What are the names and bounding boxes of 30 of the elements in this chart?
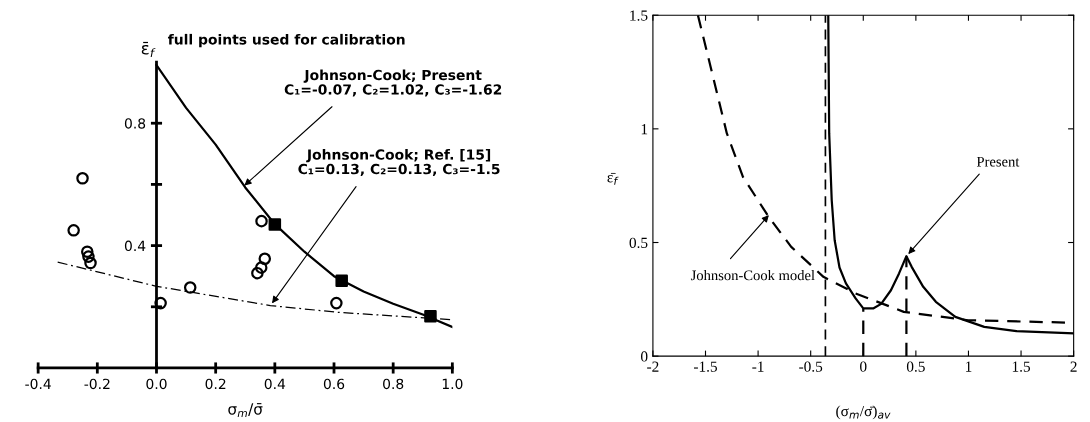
x-tick-label: -1 [752,361,764,372]
x-tick-label: -1.5 [693,361,717,372]
y-tick-label: 1.5 [630,10,648,21]
x-tick-label: 2 [1070,361,1077,372]
text: full points used for calibration [167,33,405,48]
x-tick-label: -0.2 [84,378,110,390]
x-tick-label: 0.5 [906,361,925,372]
x-tick-label: -2 [647,361,659,372]
x-tick-label: 1.5 [1012,361,1031,372]
annotation: Johnson-Cook model [690,269,815,281]
y-tick-label: 0 [640,351,648,362]
x-tick-label: -0.4 [25,378,51,390]
x-tick-label: 0.4 [264,378,286,390]
x-tick-label: 0.2 [205,378,226,390]
x-tick-label: 0.0 [146,378,167,390]
x-tick-label: 1 [965,361,972,372]
x-tick-label: 1.0 [442,378,463,390]
annotation: Johnson-Cook; Present C₁=-0.07, C₂=1.02, C₃=-1.62 [284,69,502,97]
x-tick-label: 0 [860,361,867,372]
y-tick-label: 1 [641,124,648,135]
y-axis-title: ε̄$_{f}$ [607,172,619,185]
x-axis-title: (σ$_{m}$/σ̄)$_{av}$ [836,405,891,420]
x-tick-label: -0.5 [799,361,823,372]
annotation: Present [976,156,1020,167]
x-tick-label: 0.8 [383,378,404,390]
y-tick-label: 0.5 [629,237,648,249]
x-axis-title: σ$_{m}$/σ̄ [228,403,263,417]
x-tick-label: 0.6 [323,378,345,390]
y-axis-title: ε̄$_{f}$ [141,41,156,58]
annotation: Johnson-Cook; Ref. [15] C₁=0.13, C₂=0.13, C₃=-1.5 [298,149,500,177]
